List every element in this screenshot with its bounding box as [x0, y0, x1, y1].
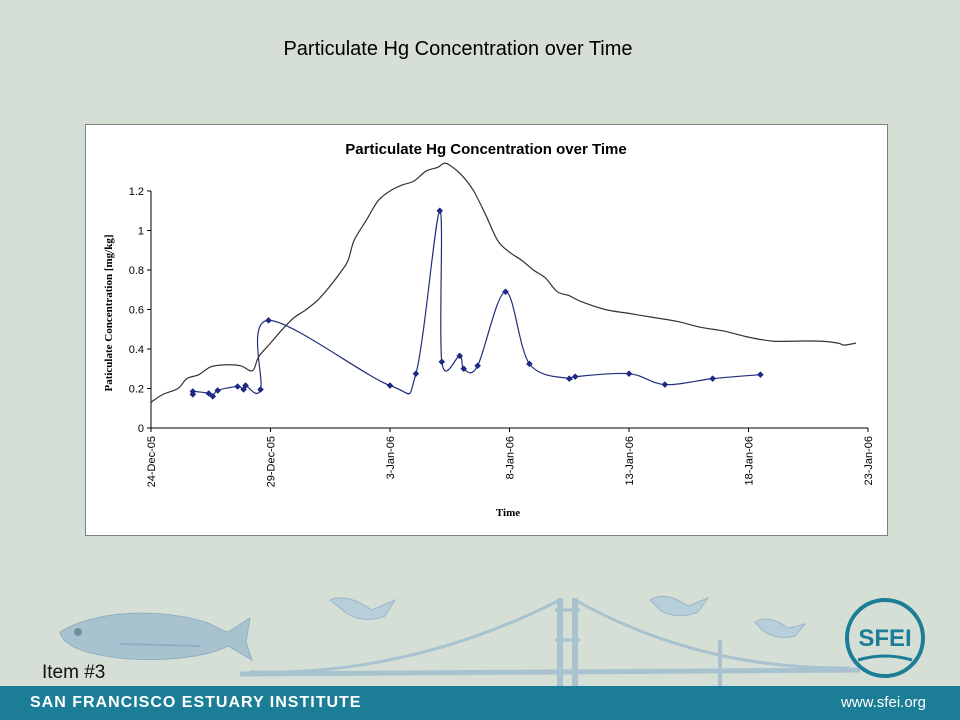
data-point	[234, 383, 241, 390]
item-label: Item #3	[42, 662, 106, 683]
x-tick-label: 23-Jan-06	[863, 436, 875, 486]
data-point	[205, 390, 213, 397]
data-point	[189, 388, 197, 395]
data-point	[257, 386, 264, 393]
decorative-banner: SFEI	[59, 595, 925, 686]
data-point	[438, 358, 446, 366]
y-tick-label: 0.4	[129, 344, 144, 356]
data-point	[565, 375, 573, 382]
y-tick-label: 1.2	[129, 186, 144, 198]
footer-bar: SAN FRANCISCO ESTUARY INSTITUTE www.sfei…	[0, 686, 960, 720]
bridge-icon	[239, 598, 861, 686]
organization-name: SAN FRANCISCO ESTUARY INSTITUTE	[30, 694, 362, 711]
x-axis-label: Time	[496, 507, 520, 519]
y-tick-label: 0.2	[129, 384, 144, 396]
data-point	[474, 362, 481, 370]
y-axis-label: Paticulate Concentration [mg/kg]	[103, 234, 115, 391]
series-line-2	[150, 162, 857, 403]
chart: Particulate Hg Concentration over Time 0…	[103, 141, 875, 519]
data-point	[456, 352, 464, 360]
y-tick-label: 0	[138, 423, 144, 435]
website-link[interactable]: www.sfei.org	[840, 694, 926, 711]
data-point	[214, 387, 222, 394]
y-tick-label: 1	[138, 226, 144, 238]
data-point	[625, 370, 633, 378]
data-point	[757, 371, 764, 379]
data-point	[526, 360, 533, 368]
data-point	[502, 288, 509, 296]
data-point	[209, 393, 217, 400]
data-point	[436, 207, 444, 215]
data-point	[242, 382, 249, 389]
x-tick-label: 3-Jan-06	[385, 436, 397, 479]
chart-title: Particulate Hg Concentration over Time	[345, 141, 626, 158]
y-tick-label: 0.6	[129, 305, 144, 317]
x-tick-label: 13-Jan-06	[624, 436, 636, 486]
data-point	[709, 375, 717, 382]
x-tick-label: 18-Jan-06	[744, 436, 756, 486]
data-point	[571, 373, 579, 381]
x-tick-label: 29-Dec-05	[266, 436, 278, 487]
data-point	[386, 382, 394, 389]
data-point	[412, 370, 420, 378]
data-point	[265, 317, 272, 324]
sfei-logo: SFEI	[845, 598, 925, 678]
slide-title: Particulate Hg Concentration over Time	[283, 38, 633, 60]
data-point	[460, 365, 468, 373]
series-line-1	[191, 210, 761, 398]
pelican-icon	[329, 595, 807, 639]
fish-icon	[59, 612, 253, 662]
svg-text:SFEI: SFEI	[858, 625, 911, 652]
y-tick-label: 0.8	[129, 265, 144, 277]
chart-container: Particulate Hg Concentration over Time 0…	[85, 124, 888, 536]
x-tick-label: 24-Dec-05	[146, 436, 158, 487]
x-tick-label: 8-Jan-06	[505, 436, 517, 479]
data-point	[661, 381, 669, 388]
